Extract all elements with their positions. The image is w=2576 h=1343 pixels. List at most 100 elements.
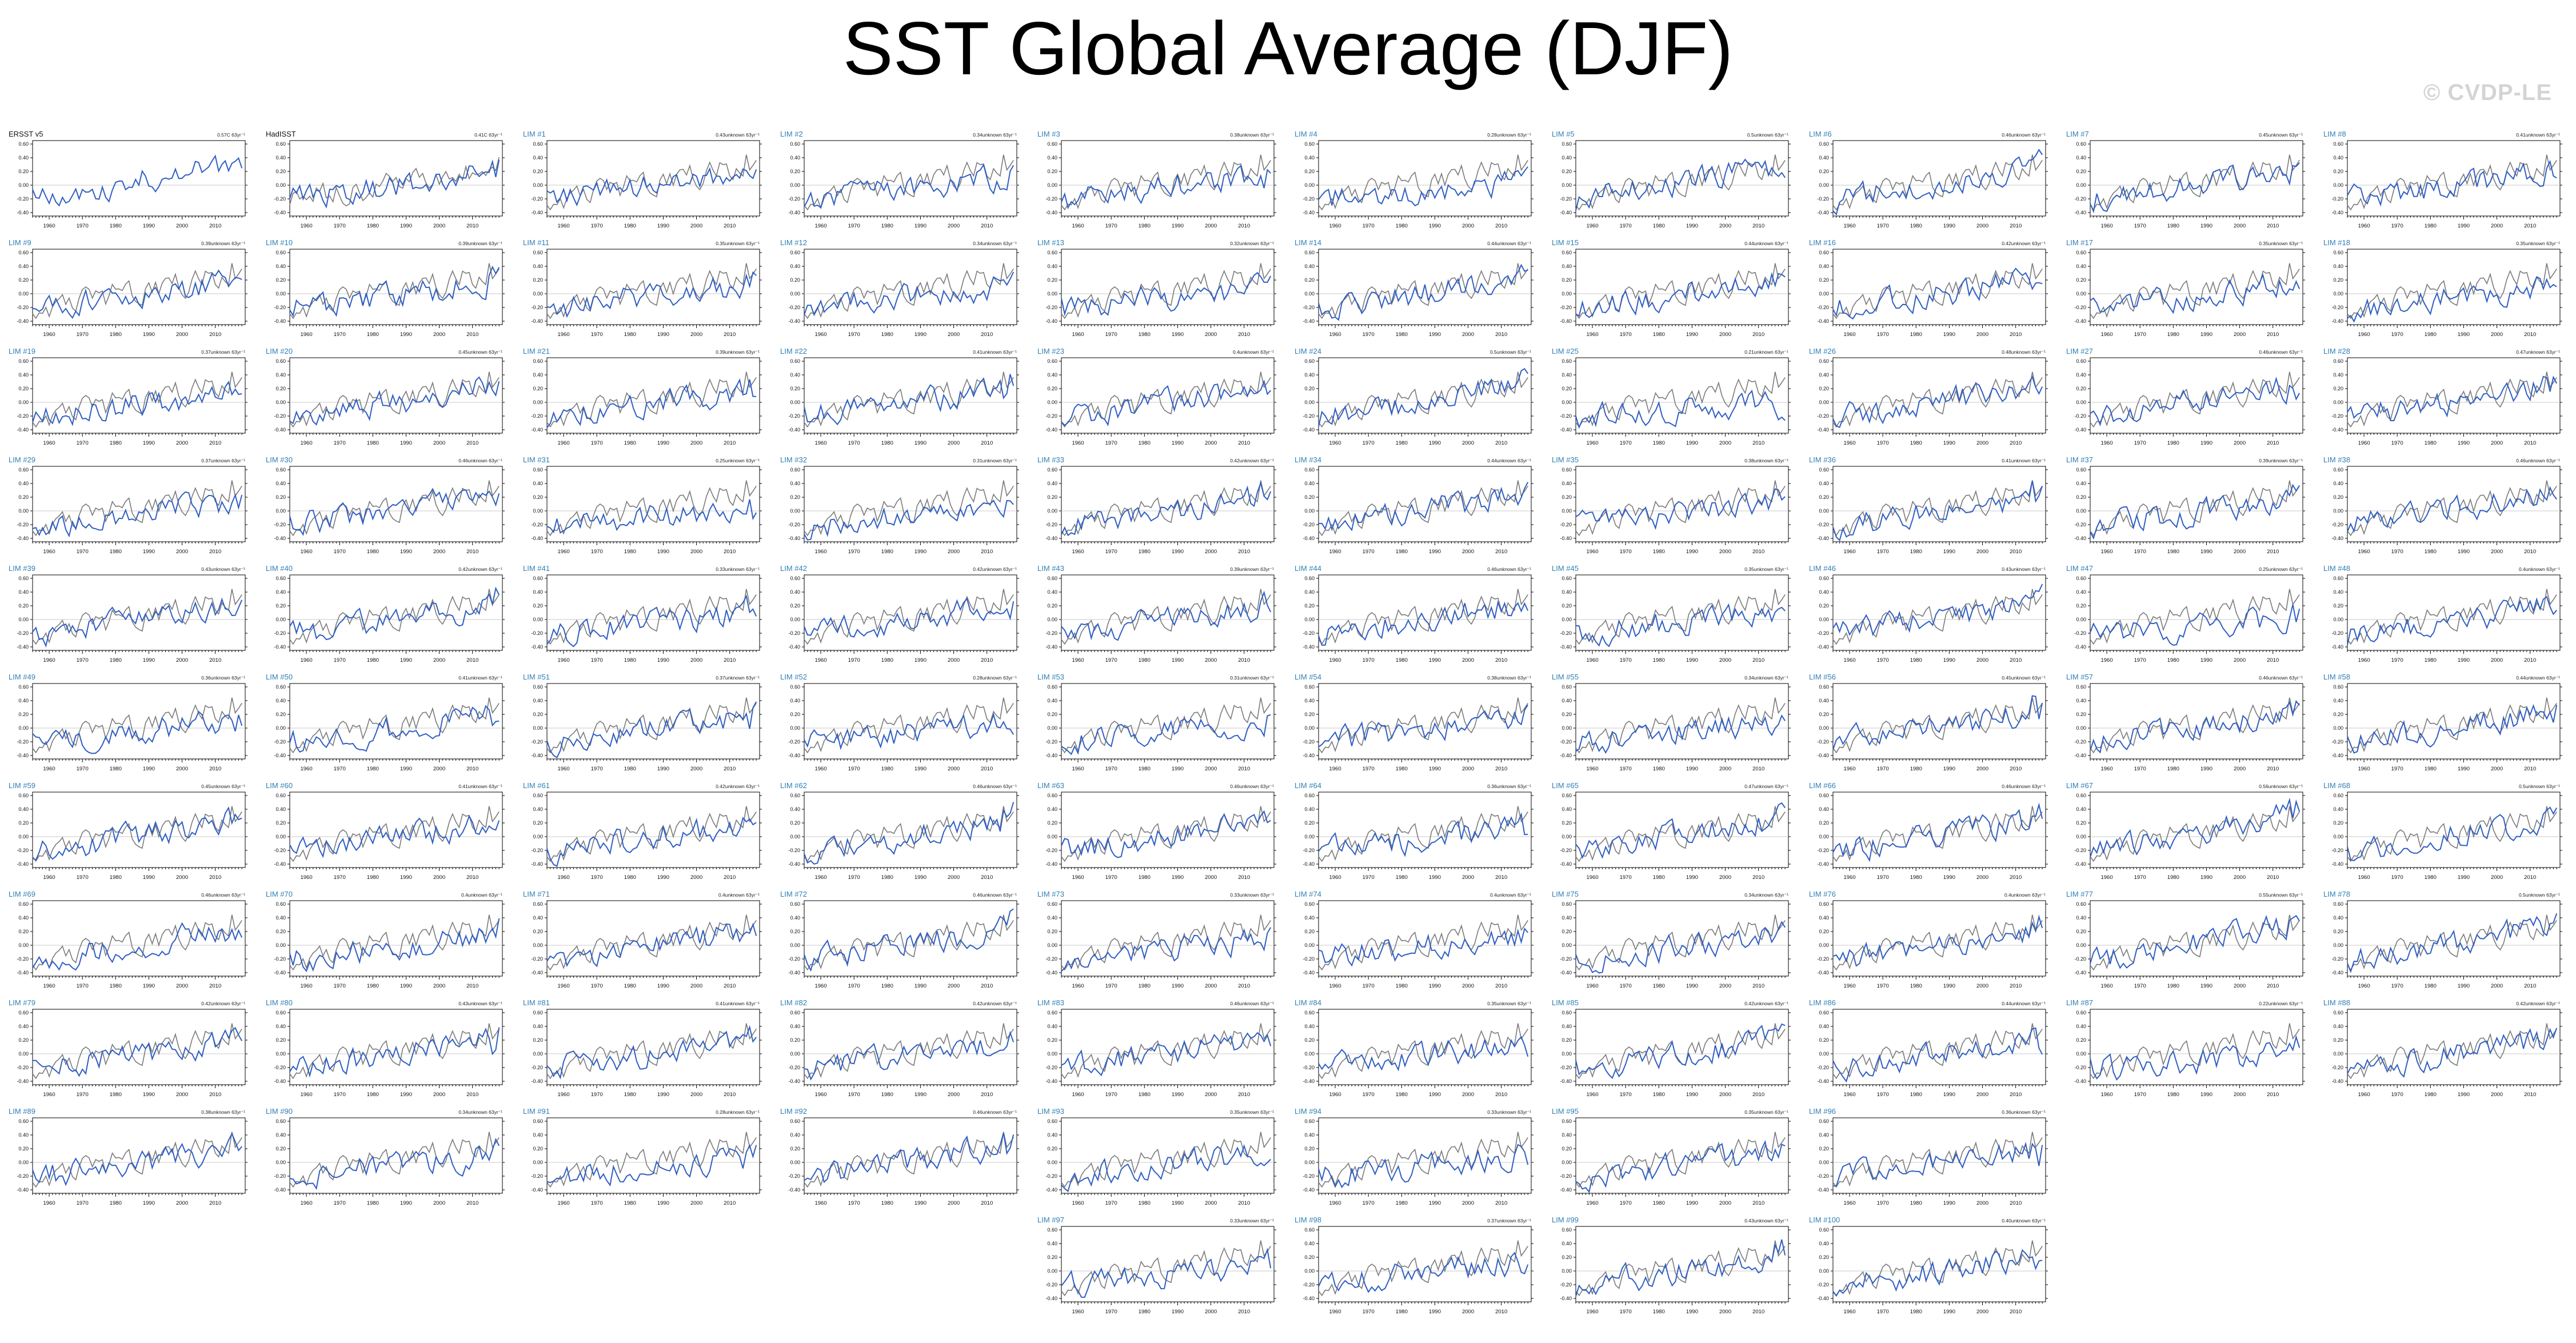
y-tick-label: -0.20 (1303, 196, 1315, 202)
x-tick-label: 1960 (43, 331, 55, 338)
x-tick-label: 1990 (914, 223, 926, 229)
y-tick-label: 0.00 (1304, 399, 1315, 405)
series-line-observed (1318, 263, 1528, 319)
plot-frame (289, 466, 503, 542)
x-tick-label: 2000 (176, 223, 188, 229)
panel: LIM #36 0.41unknown 63yr⁻¹ -0.40 -0.20 0.00 0… (1809, 455, 2048, 555)
y-tick-label: 0.60 (533, 250, 543, 255)
x-tick-label: 1980 (1653, 549, 1665, 555)
plot-frame (546, 466, 760, 542)
y-tick-label: 0.60 (790, 467, 800, 473)
y-tick-label: -0.20 (2331, 413, 2343, 419)
x-tick-label: 1980 (881, 440, 893, 446)
y-tick-label: 0.40 (1819, 372, 1829, 378)
y-tick-label: 0.60 (790, 250, 800, 255)
y-tick-label: -0.20 (2074, 522, 2086, 527)
x-tick-label: 1990 (143, 440, 155, 446)
series-line (1832, 480, 2043, 542)
y-tick-label: 0.20 (533, 712, 543, 717)
x-tick-label: 1960 (1329, 657, 1341, 663)
x-tick-label: 1970 (1105, 549, 1117, 555)
series-line-observed (1832, 263, 2043, 319)
x-tick-label: 1970 (77, 766, 89, 772)
x-tick-label: 1990 (914, 440, 926, 446)
panel-label: LIM #36 (1809, 455, 1836, 464)
y-tick-label: 0.20 (2333, 494, 2343, 500)
x-tick-label: 1970 (591, 549, 603, 555)
y-tick-label: 0.20 (2333, 386, 2343, 391)
x-tick-label: 2000 (1976, 440, 1988, 446)
panel-label: LIM #39 (9, 564, 35, 573)
x-tick-label: 1980 (2167, 440, 2179, 446)
x-tick-label: 1970 (1877, 657, 1889, 663)
x-tick-label: 1980 (1139, 440, 1151, 446)
x-tick-label: 1960 (2358, 657, 2370, 663)
panel-label: LIM #25 (1552, 347, 1579, 355)
panel-label: LIM #45 (1552, 564, 1579, 573)
x-tick-label: 1990 (1686, 549, 1698, 555)
plot-frame (1061, 466, 1275, 542)
panel: LIM #32 0.31unknown 63yr⁻¹ -0.40 -0.20 0.00 0… (780, 455, 1019, 555)
y-tick-label: 0.00 (1561, 399, 1572, 405)
x-tick-label: 2010 (466, 440, 478, 446)
y-tick-label: 0.00 (1819, 508, 1829, 514)
x-tick-label: 2010 (466, 549, 478, 555)
panel: LIM #4 0.28unknown 63yr⁻¹ -0.40 -0.20 0.00 0.… (1295, 130, 1533, 229)
series-line (804, 597, 1015, 638)
series-line (1318, 166, 1528, 207)
y-tick-label: -0.40 (1303, 210, 1315, 215)
y-tick-label: -0.40 (1817, 318, 1829, 324)
plot-frame (1832, 357, 2046, 434)
series-line-observed (1832, 371, 2043, 428)
panel-label: LIM #4 (1295, 130, 1317, 138)
y-tick-label: 0.60 (1304, 358, 1315, 364)
x-tick-label: 2000 (948, 223, 960, 229)
x-tick-label: 1980 (110, 440, 122, 446)
x-tick-label: 1960 (814, 331, 826, 338)
y-tick-label: -0.40 (274, 644, 286, 650)
panel: LIM #27 0.46unknown 63yr⁻¹ -0.40 -0.20 0.00 0… (2066, 347, 2305, 446)
plot-frame (2090, 574, 2303, 651)
x-tick-label: 2010 (981, 549, 993, 555)
x-tick-label: 1990 (1429, 331, 1441, 338)
y-tick-label: -0.40 (1045, 318, 1057, 324)
plot-frame (32, 683, 246, 760)
y-tick-label: 0.00 (275, 508, 286, 514)
x-tick-label: 1960 (2100, 440, 2112, 446)
y-tick-label: 0.20 (18, 277, 29, 283)
y-tick-label: -0.20 (17, 196, 29, 202)
y-tick-label: 0.60 (790, 575, 800, 581)
y-tick-label: 0.20 (1561, 386, 1572, 391)
x-tick-label: 1980 (624, 440, 636, 446)
series-line-observed (32, 263, 242, 319)
panel-trend: 0.44unknown 63yr⁻¹ (1744, 241, 1788, 246)
y-tick-label: 0.40 (2333, 481, 2343, 486)
series-line (1832, 583, 2043, 637)
panel: LIM #24 0.5unknown 63yr⁻¹ -0.40 -0.20 0.00 0.… (1295, 347, 1533, 446)
y-tick-label: -0.20 (1303, 413, 1315, 419)
plot-frame (32, 140, 246, 217)
x-tick-label: 1960 (557, 657, 569, 663)
x-tick-label: 1970 (334, 223, 346, 229)
y-tick-label: 0.20 (790, 169, 800, 174)
y-tick-label: 0.40 (2333, 263, 2343, 269)
panel-label: LIM #9 (9, 238, 31, 247)
y-tick-label: 0.60 (2076, 358, 2086, 364)
panel-trend: 0.33unknown 63yr⁻¹ (716, 566, 760, 572)
watermark: © CVDP-LE (2423, 80, 2552, 106)
x-tick-label: 1990 (657, 657, 669, 663)
panel: LIM #43 0.39unknown 63yr⁻¹ -0.40 -0.20 0.00 0… (1037, 564, 1276, 663)
x-tick-label: 1980 (110, 223, 122, 229)
series-line (1575, 603, 1786, 647)
y-tick-label: 0.40 (1561, 481, 1572, 486)
plot-frame (804, 466, 1017, 542)
x-tick-label: 1970 (2391, 657, 2403, 663)
panel-trend: 0.35unknown 63yr⁻¹ (1744, 566, 1788, 572)
y-tick-label: 0.20 (275, 712, 286, 717)
x-tick-label: 1970 (2391, 440, 2403, 446)
x-tick-label: 1990 (657, 440, 669, 446)
x-tick-label: 1960 (1843, 223, 1855, 229)
series-line (289, 586, 500, 641)
series-line-observed (289, 371, 500, 428)
y-tick-label: -0.20 (1560, 630, 1572, 636)
